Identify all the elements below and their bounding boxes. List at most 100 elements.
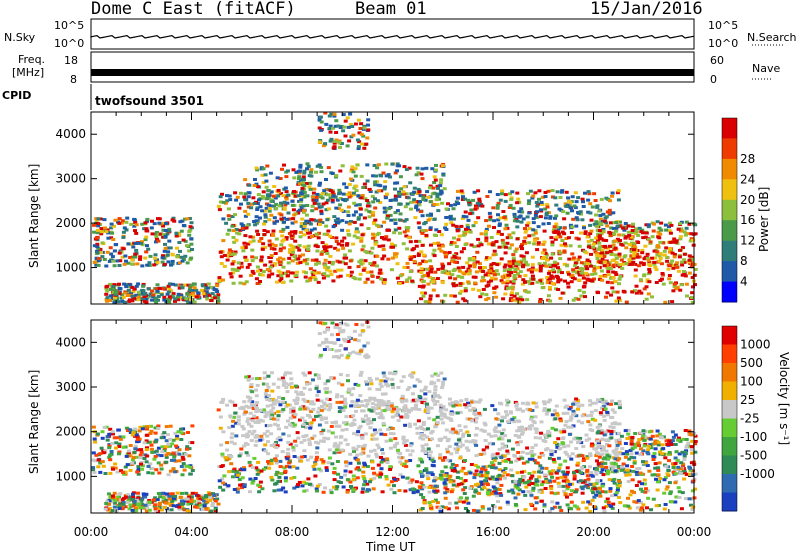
power-data-cell bbox=[127, 285, 132, 288]
power-data-cell bbox=[100, 255, 105, 259]
power-data-cell bbox=[564, 237, 569, 240]
velocity-data-cell bbox=[388, 426, 393, 430]
power-data-cell bbox=[410, 248, 415, 252]
velocity-data-cell bbox=[265, 434, 270, 438]
velocity-data-cell bbox=[366, 422, 371, 426]
power-data-cell bbox=[678, 235, 683, 239]
power-y-tick-label: 4000 bbox=[55, 127, 86, 141]
power-data-cell bbox=[381, 248, 386, 251]
velocity-data-cell bbox=[525, 446, 530, 450]
power-data-cell bbox=[657, 254, 662, 258]
power-data-cell bbox=[444, 228, 449, 231]
velocity-data-cell bbox=[473, 439, 478, 443]
power-data-cell bbox=[509, 271, 514, 275]
velocity-data-cell bbox=[180, 473, 185, 477]
power-data-cell bbox=[495, 193, 500, 196]
power-data-cell bbox=[110, 255, 115, 259]
velocity-data-cell bbox=[586, 414, 590, 418]
power-data-cell bbox=[303, 194, 308, 198]
velocity-data-cell bbox=[335, 485, 340, 489]
power-data-cell bbox=[124, 259, 128, 263]
power-data-cell bbox=[556, 230, 560, 234]
power-data-cell bbox=[187, 249, 192, 253]
velocity-data-cell bbox=[253, 477, 258, 480]
power-data-cell bbox=[187, 295, 192, 299]
power-data-cell bbox=[611, 290, 616, 294]
power-data-cell bbox=[370, 280, 375, 284]
power-data-cell bbox=[516, 272, 520, 276]
velocity-data-cell bbox=[216, 502, 221, 506]
power-data-cell bbox=[161, 221, 166, 225]
velocity-data-cell bbox=[605, 410, 610, 414]
power-data-cell bbox=[347, 191, 352, 195]
power-data-cell bbox=[298, 200, 303, 203]
power-data-cell bbox=[600, 245, 605, 248]
power-data-cell bbox=[642, 257, 647, 261]
power-data-cell bbox=[580, 218, 585, 222]
power-data-cell bbox=[629, 254, 634, 258]
power-data-cell bbox=[618, 220, 622, 224]
velocity-data-cell bbox=[456, 470, 461, 474]
power-data-cell bbox=[316, 271, 321, 275]
velocity-data-cell bbox=[230, 400, 235, 404]
power-data-cell bbox=[160, 260, 165, 264]
velocity-data-cell bbox=[593, 409, 598, 412]
power-data-cell bbox=[267, 209, 272, 213]
velocity-data-cell bbox=[581, 445, 586, 448]
power-data-cell bbox=[667, 277, 672, 281]
velocity-data-cell bbox=[186, 431, 190, 434]
power-data-cell bbox=[519, 207, 524, 211]
power-data-cell bbox=[160, 256, 165, 260]
power-data-cell bbox=[280, 271, 285, 275]
power-data-cell bbox=[404, 234, 409, 238]
power-data-cell bbox=[574, 236, 579, 240]
velocity-data-cell bbox=[534, 401, 539, 405]
power-data-cell bbox=[456, 266, 461, 270]
velocity-data-cell bbox=[278, 438, 283, 442]
velocity-data-cell bbox=[145, 505, 150, 509]
velocity-data-cell bbox=[333, 442, 338, 446]
velocity-data-cell bbox=[534, 431, 539, 434]
power-data-cell bbox=[321, 202, 326, 206]
power-data-cell bbox=[457, 256, 461, 260]
power-data-cell bbox=[476, 244, 481, 248]
power-data-cell bbox=[206, 282, 211, 286]
power-data-cell bbox=[231, 281, 236, 285]
power-data-cell bbox=[243, 178, 248, 182]
power-data-cell bbox=[258, 205, 263, 209]
power-data-cell bbox=[122, 262, 127, 266]
velocity-data-cell bbox=[281, 432, 286, 436]
velocity-data-cell bbox=[178, 495, 183, 499]
power-data-cell bbox=[192, 300, 197, 304]
velocity-data-cell bbox=[142, 441, 147, 445]
velocity-data-cell bbox=[239, 447, 244, 451]
power-data-cell bbox=[484, 298, 489, 302]
velocity-data-cell bbox=[454, 403, 458, 407]
velocity-data-cell bbox=[435, 444, 440, 448]
power-data-cell bbox=[672, 255, 677, 259]
velocity-data-cell bbox=[171, 467, 176, 471]
power-data-cell bbox=[623, 254, 628, 258]
velocity-data-cell bbox=[360, 436, 365, 440]
power-data-cell bbox=[183, 254, 188, 258]
velocity-data-cell bbox=[330, 462, 335, 466]
power-data-cell bbox=[673, 240, 678, 244]
velocity-data-cell bbox=[186, 499, 191, 503]
velocity-data-cell bbox=[584, 438, 589, 442]
velocity-data-cell bbox=[452, 466, 457, 470]
velocity-data-cell bbox=[309, 409, 314, 413]
power-data-cell bbox=[121, 295, 126, 299]
power-data-cell bbox=[603, 216, 608, 220]
power-data-cell bbox=[680, 263, 685, 267]
velocity-data-cell bbox=[561, 411, 566, 415]
power-data-cell bbox=[351, 191, 356, 195]
power-data-cell bbox=[471, 287, 476, 291]
power-data-cell bbox=[203, 283, 208, 287]
power-data-cell bbox=[613, 253, 618, 257]
velocity-data-cell bbox=[264, 424, 269, 428]
power-data-cell bbox=[487, 256, 492, 260]
power-data-cell bbox=[201, 292, 206, 296]
power-data-cell bbox=[527, 234, 532, 238]
power-data-cell bbox=[641, 236, 646, 240]
velocity-data-cell bbox=[385, 457, 389, 461]
